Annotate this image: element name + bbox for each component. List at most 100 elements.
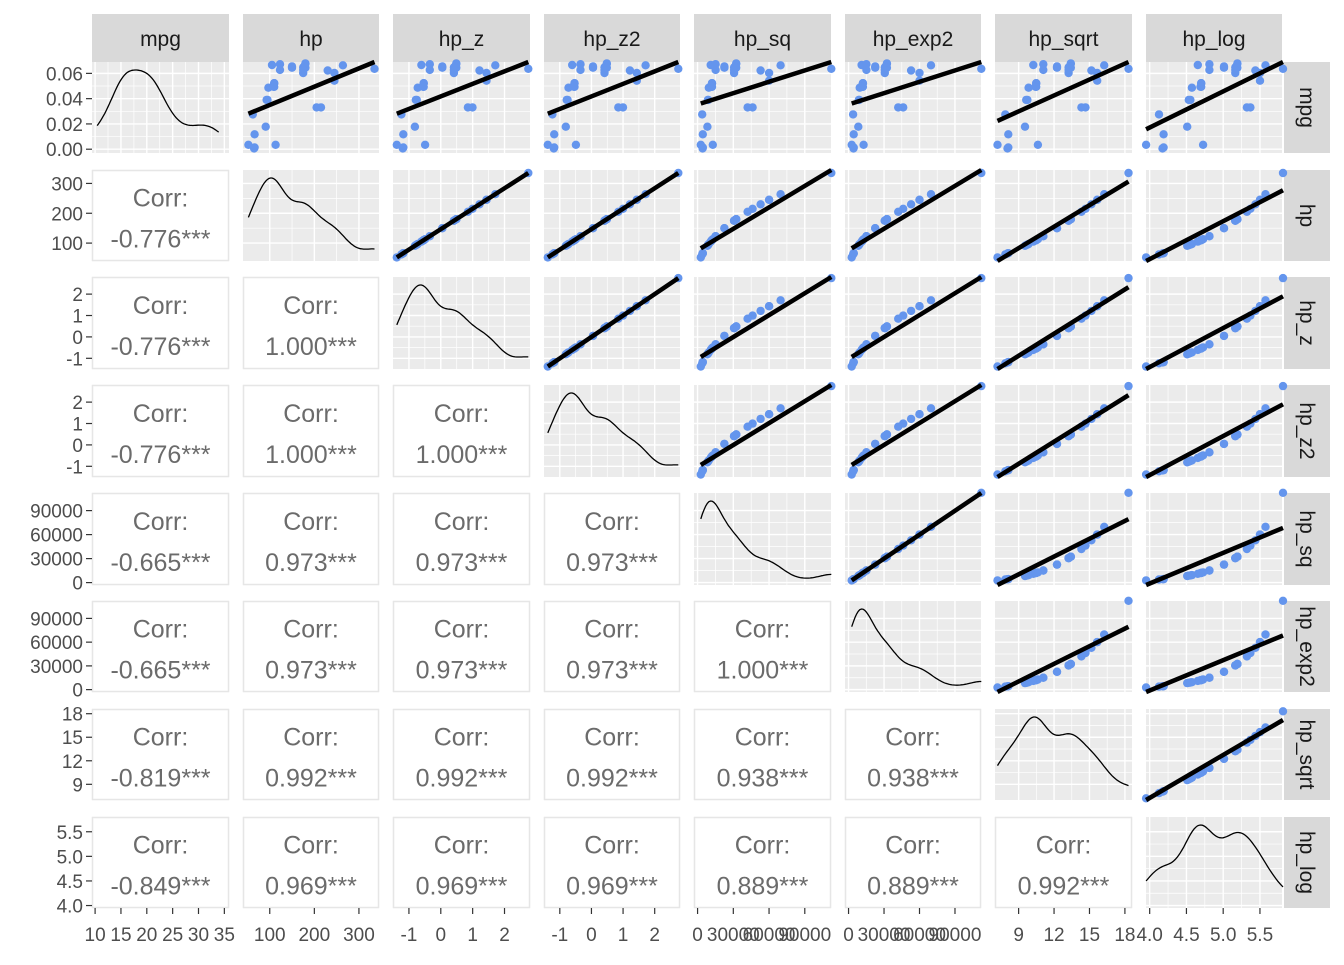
scatter-point-mpg-hp_z bbox=[524, 64, 533, 74]
scatter-point-mpg-hp bbox=[275, 59, 285, 69]
y-tick-label: 5.5 bbox=[57, 823, 83, 844]
scatter-point-mpg-hp_log bbox=[1219, 63, 1229, 72]
scatter-point-mpg-hp_sq bbox=[711, 59, 720, 69]
corr-label: Corr: bbox=[735, 616, 791, 644]
scatter-point-mpg-hp_exp2 bbox=[858, 82, 867, 92]
scatter-point-mpg-hp_exp2 bbox=[915, 68, 924, 78]
fit-line-hp-hp_log bbox=[1145, 188, 1285, 263]
panel-hp_sq-hp_sqrt bbox=[995, 493, 1132, 585]
scatter-point-hp_exp2-hp_sqrt bbox=[1031, 676, 1040, 685]
corr-label: Corr: bbox=[735, 724, 791, 752]
scatter-point-mpg-hp_exp2 bbox=[849, 130, 858, 139]
fit-line-hp_z2-hp_log bbox=[1145, 402, 1285, 479]
scatter-point-mpg-hp_log bbox=[1193, 60, 1203, 70]
scatter-point-mpg-hp bbox=[267, 60, 277, 70]
x-tick-label: 5.5 bbox=[1247, 925, 1273, 946]
scatter-point-hp-hp_sq bbox=[729, 216, 739, 225]
density-curve-hp_z2 bbox=[547, 392, 679, 466]
scatter-point-mpg-hp bbox=[323, 66, 332, 75]
scatter-point-hp_z2-hp_log bbox=[1205, 448, 1214, 457]
scatter-point-hp_sq-hp_log bbox=[1196, 568, 1205, 578]
fit-line-hp_exp2-hp_sqrt bbox=[996, 624, 1130, 695]
column-strip-hp_exp2 bbox=[845, 14, 981, 62]
density-curve-hp_z bbox=[396, 284, 529, 358]
column-strip-hp_z2 bbox=[544, 14, 680, 62]
corr-value-hp_exp2-hp_sq: 1.000*** bbox=[717, 657, 809, 685]
x-tick-label: 20 bbox=[136, 925, 157, 946]
fit-line-hp-hp_z bbox=[395, 171, 530, 260]
corr-value-hp_z-mpg: -0.776*** bbox=[110, 333, 210, 361]
scatter-point-mpg-hp bbox=[370, 64, 379, 74]
scatter-point-mpg-hp bbox=[263, 95, 272, 105]
scatter-point-mpg-hp_z2 bbox=[569, 82, 579, 92]
scatter-point-mpg-hp_sqrt bbox=[993, 140, 1002, 149]
fit-line-hp_sq-hp_log bbox=[1145, 525, 1284, 588]
row-strip-mpg bbox=[1284, 62, 1330, 153]
x-tick-label: 5.0 bbox=[1210, 925, 1236, 946]
scatter-point-mpg-hp bbox=[249, 144, 259, 153]
scatter-point-mpg-hp_z bbox=[425, 59, 434, 69]
corr-label: Corr: bbox=[1036, 832, 1092, 860]
density-curve-mpg bbox=[96, 69, 220, 133]
density-curve-hp_exp2 bbox=[851, 608, 982, 686]
corr-value-hp_log-hp_sq: 0.889*** bbox=[717, 873, 809, 901]
x-tick-label: 15 bbox=[110, 925, 131, 946]
y-tick-label: 4.0 bbox=[57, 897, 83, 918]
scatter-point-hp-hp_log bbox=[1219, 224, 1229, 233]
scatter-point-mpg-hp_z2 bbox=[588, 63, 598, 72]
scatter-point-hp_z2-hp_exp2 bbox=[880, 431, 889, 441]
scatter-point-mpg-hp_sq bbox=[698, 110, 707, 119]
column-strip-label-hp_exp2: hp_exp2 bbox=[873, 28, 954, 51]
y-tick-label: 60000 bbox=[30, 633, 83, 654]
corr-panel-hp_z-hp bbox=[242, 276, 380, 370]
fit-line-hp_z-hp_log bbox=[1145, 294, 1285, 371]
corr-label: Corr: bbox=[584, 508, 640, 536]
x-tick-label: 30 bbox=[188, 925, 209, 946]
scatter-point-hp_z-hp_exp2 bbox=[880, 323, 889, 333]
corr-value-hp_sq-hp_z2: 0.973*** bbox=[566, 549, 658, 577]
y-tick-label: 300 bbox=[51, 174, 83, 195]
density-curve-hp_sq bbox=[700, 500, 832, 579]
scatter-point-mpg-hp bbox=[261, 122, 270, 131]
scatter-point-mpg-hp_z bbox=[412, 95, 421, 105]
scatter-point-hp_z2-hp_sq bbox=[764, 410, 774, 419]
scatter-point-mpg-hp_log bbox=[1246, 103, 1255, 112]
y-tick-label: 0.04 bbox=[46, 90, 83, 111]
scatter-point-hp_exp2-hp_log bbox=[1231, 661, 1240, 670]
scatter-point-hp-hp_sq bbox=[764, 195, 774, 204]
x-tick-label: 2 bbox=[649, 925, 660, 946]
corr-label: Corr: bbox=[434, 724, 490, 752]
row-strip-hp_z bbox=[1284, 277, 1330, 369]
y-tick-label: 4.5 bbox=[57, 872, 83, 893]
scatter-point-mpg-hp_sqrt bbox=[1052, 63, 1062, 72]
corr-panel-hp_z2-mpg bbox=[91, 384, 230, 478]
row-strip-hp_exp2 bbox=[1284, 601, 1330, 692]
corr-label: Corr: bbox=[885, 832, 941, 860]
scatter-point-mpg-hp_z bbox=[420, 140, 430, 149]
scatter-point-mpg-hp bbox=[250, 130, 259, 139]
scatter-point-mpg-hp_sq bbox=[729, 68, 739, 78]
scatter-point-mpg-hp_sqrt bbox=[1031, 82, 1040, 92]
corr-value-hp_exp2-hp_z2: 0.973*** bbox=[566, 657, 658, 685]
corr-panel-hp_exp2-mpg bbox=[91, 600, 230, 693]
scatter-point-mpg-hp_z bbox=[438, 63, 447, 72]
y-tick-label: 90000 bbox=[30, 502, 83, 523]
row-strip-label-hp_z2: hp_z2 bbox=[1295, 402, 1318, 459]
scatter-point-hp_exp2-hp_sqrt bbox=[1064, 661, 1073, 670]
y-tick-label: 0.06 bbox=[46, 64, 83, 85]
density-curve-hp_log bbox=[1145, 824, 1284, 888]
x-tick-label: 30000 bbox=[858, 925, 911, 946]
corr-value-hp_exp2-mpg: -0.665*** bbox=[110, 657, 210, 685]
panel-hp-hp_sqrt bbox=[995, 170, 1132, 261]
fit-line-mpg-hp_z2 bbox=[546, 59, 680, 116]
y-tick-label: 200 bbox=[51, 204, 83, 225]
scatter-point-hp_sq-hp_log bbox=[1183, 571, 1192, 581]
scatter-point-hp-hp_sq bbox=[748, 204, 757, 213]
corr-value-hp_exp2-hp_z: 0.973*** bbox=[416, 657, 508, 685]
scatter-point-mpg-hp_exp2 bbox=[849, 144, 858, 153]
scatter-point-mpg-hp_log bbox=[1278, 64, 1288, 74]
scatter-point-hp_sq-hp_log bbox=[1231, 553, 1240, 563]
scatter-point-hp-hp_sq bbox=[776, 190, 785, 199]
